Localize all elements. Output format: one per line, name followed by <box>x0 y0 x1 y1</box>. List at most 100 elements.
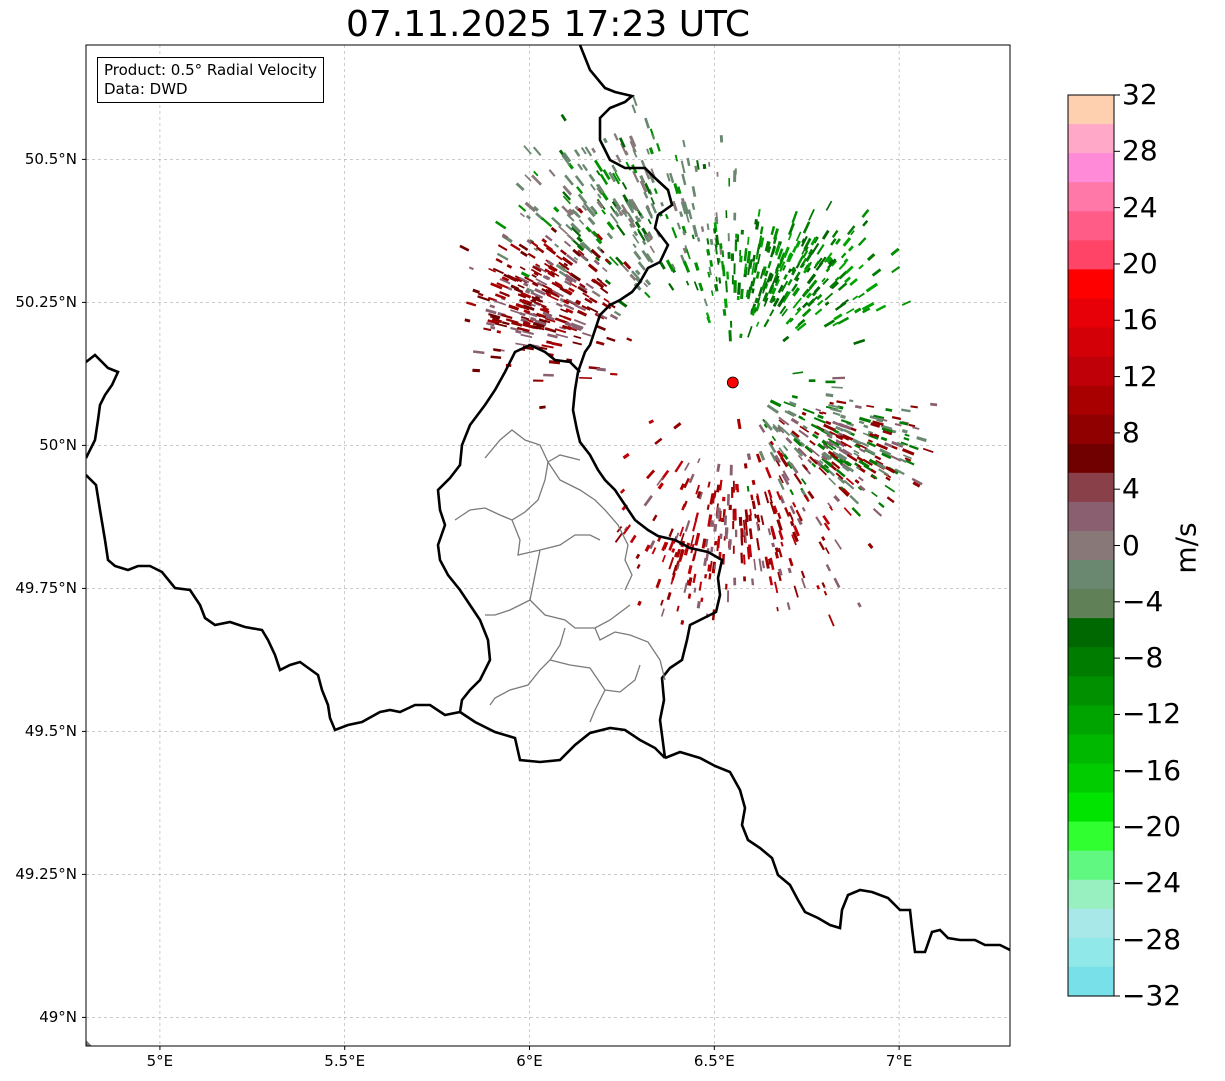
echo-gate <box>723 515 728 526</box>
echo-gate <box>829 401 834 405</box>
echo-gate <box>845 477 855 486</box>
radar-site-marker[interactable] <box>726 376 739 389</box>
echo-gate <box>878 501 885 509</box>
echo-gate <box>517 284 525 289</box>
echo-gate <box>552 290 564 298</box>
echo-gate <box>511 321 523 327</box>
echo-gate <box>835 468 846 478</box>
echo-gate <box>530 291 544 299</box>
lat-tick-label: 49.5°N <box>24 722 77 741</box>
echo-gate <box>611 164 618 173</box>
echo-gate <box>784 507 791 517</box>
echo-gate <box>533 170 539 177</box>
colorbar-tick-label: −8 <box>1122 641 1164 675</box>
echo-gate <box>677 186 682 195</box>
echo-gate <box>573 335 582 340</box>
echo-gate <box>547 333 558 339</box>
echo-gate <box>867 542 874 549</box>
echo-gate <box>782 335 790 343</box>
echo-gate <box>727 233 730 242</box>
echo-gate <box>681 173 687 186</box>
echo-gate <box>777 284 784 294</box>
echo-gate <box>660 201 665 207</box>
echo-gate <box>798 416 806 421</box>
echo-gate <box>862 220 869 227</box>
echo-gate <box>491 317 503 324</box>
echo-gate <box>599 280 608 288</box>
echo-gate <box>835 238 841 245</box>
echo-gate <box>472 368 480 373</box>
echo-gate <box>654 437 663 445</box>
echo-gate <box>648 147 654 155</box>
echo-gate <box>685 213 690 223</box>
echo-gate <box>477 295 491 302</box>
echo-gate <box>796 306 801 312</box>
echo-gate <box>758 424 766 433</box>
echo-gate <box>585 226 592 233</box>
echo-gate <box>866 404 875 408</box>
echo-gate <box>847 245 854 252</box>
echo-gate <box>748 528 753 540</box>
echo-gate <box>736 484 740 493</box>
country-border-lu-be <box>436 343 581 713</box>
echo-gate <box>908 423 916 428</box>
echo-gate <box>713 564 717 570</box>
echo-gate <box>593 159 604 173</box>
echo-gate <box>746 236 750 245</box>
echo-gate <box>828 477 837 486</box>
echo-gate <box>599 173 609 186</box>
echo-gate <box>843 507 852 516</box>
echo-gate <box>531 325 542 330</box>
echo-gate <box>908 444 919 451</box>
echo-gate <box>634 215 641 223</box>
colorbar-unit-label: m/s <box>1169 522 1203 574</box>
echo-gate <box>848 467 855 473</box>
echo-gate <box>719 533 723 539</box>
echo-gate <box>780 280 789 293</box>
echo-gate <box>584 146 593 157</box>
echo-gate <box>683 477 690 489</box>
echo-gate <box>488 267 496 273</box>
colorbar-swatch <box>1068 589 1114 619</box>
echo-gate <box>825 393 834 398</box>
echo-gate <box>854 307 862 314</box>
echo-gate <box>543 373 554 377</box>
echo-gate <box>788 511 794 521</box>
echo-gate <box>622 452 630 460</box>
echo-gate <box>704 574 708 579</box>
echo-gate <box>778 241 783 246</box>
echo-gate <box>657 482 664 490</box>
belgium-corner-marker <box>86 1040 92 1046</box>
echo-gate <box>871 491 878 498</box>
echo-gate <box>577 193 588 205</box>
echo-gate <box>769 451 777 462</box>
echo-gate <box>728 177 731 187</box>
lon-tick-marks <box>159 1046 900 1050</box>
echo-gate <box>746 453 752 461</box>
echo-gate <box>797 454 804 461</box>
echo-gate <box>519 277 530 284</box>
echo-gate <box>515 182 525 192</box>
echo-gate <box>533 247 538 252</box>
echo-gate <box>770 226 776 236</box>
echo-gate <box>802 408 815 415</box>
echo-gate <box>513 287 524 294</box>
echo-gate <box>596 200 604 209</box>
colorbar-swatch <box>1068 705 1114 736</box>
echo-gate <box>576 236 584 243</box>
colorbar-tick-label: −32 <box>1122 979 1182 1012</box>
echo-gate <box>691 234 695 240</box>
echo-gate <box>793 473 803 485</box>
echo-gate <box>531 273 537 279</box>
echo-gate <box>581 163 589 172</box>
echo-gate <box>853 338 866 346</box>
echo-gate <box>534 288 546 296</box>
echo-gate <box>609 313 619 320</box>
country-border-be-nl <box>86 353 120 459</box>
echo-gate <box>802 464 809 471</box>
colorbar-swatch <box>1068 763 1114 794</box>
colorbar-swatch <box>1068 850 1114 881</box>
echo-gate <box>885 476 891 482</box>
echo-gate <box>758 558 763 572</box>
